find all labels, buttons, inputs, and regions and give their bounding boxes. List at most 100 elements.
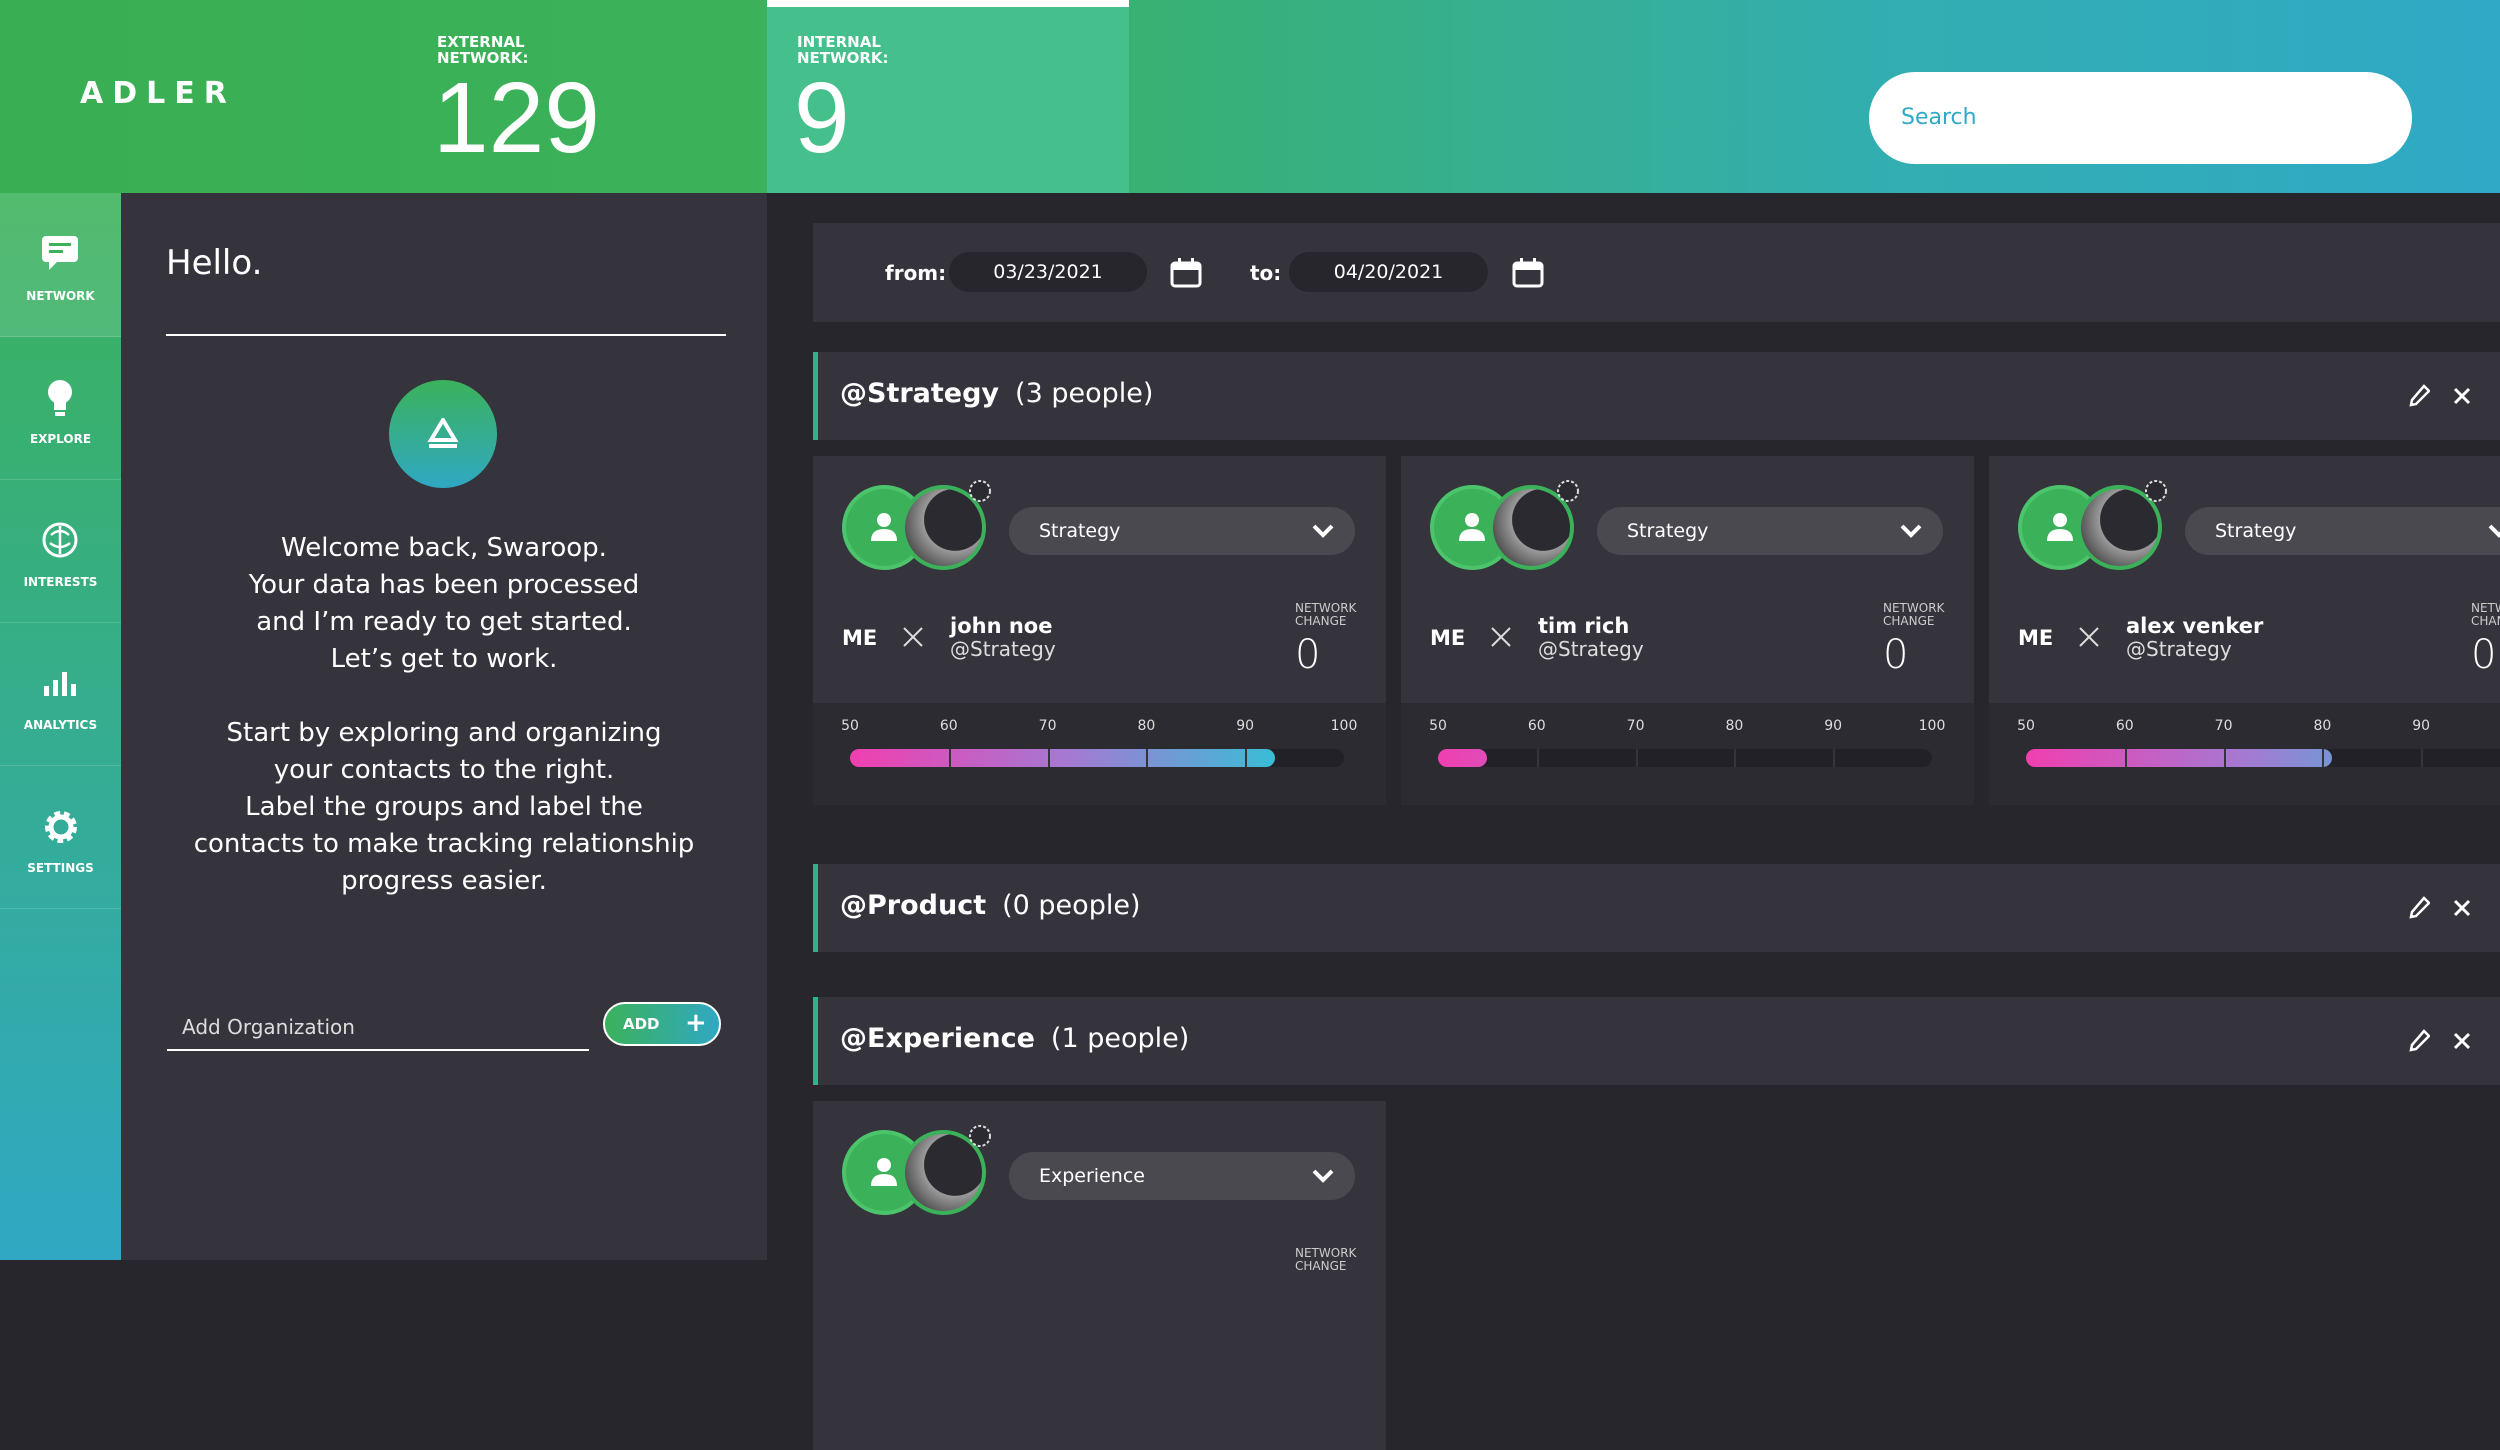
scale-divider (1734, 749, 1737, 767)
nav-item[interactable]: SETTINGS (0, 765, 121, 909)
text-line: Let’s get to work. (330, 644, 558, 674)
scale-tick-label: 90 (2412, 718, 2431, 734)
tag-label: Experience (1039, 1165, 1145, 1187)
internal-tile[interactable]: INTERNAL NETWORK: 9 (767, 0, 1129, 193)
change-value: 0.6 (2471, 632, 2500, 678)
org-placeholder: Add Organization (182, 1015, 355, 1039)
change-value: 0 (1883, 632, 1909, 678)
nav-label: SETTINGS (27, 861, 94, 875)
scale-tick-label: 90 (1236, 718, 1255, 734)
score-fill (850, 749, 1275, 767)
cross-icon (1490, 626, 1512, 652)
scale-divider (2421, 749, 2424, 767)
change-label: NETWORK CHANGE (2471, 601, 2500, 628)
group-name: @Experience (840, 1023, 1035, 1054)
nav-item[interactable]: NETWORK (0, 193, 121, 337)
tag-dropdown[interactable]: Strategy (2185, 507, 2500, 555)
tag-dropdown[interactable]: Strategy (1597, 507, 1943, 555)
text-line: contacts to make tracking relationship (193, 829, 695, 859)
scale-tick-label: 100 (1918, 718, 1946, 734)
group-title: @Strategy (3 people) (840, 378, 1153, 409)
nav-label: INTERESTS (23, 575, 98, 589)
group-title: @Experience (1 people) (840, 1023, 1189, 1054)
nav-label: ANALYTICS (23, 718, 98, 732)
text-line: Welcome back, Swaroop. (281, 533, 607, 563)
text-line: Label the groups and label the (245, 792, 643, 822)
scale-tick-label: 80 (1725, 718, 1744, 734)
scale-divider (2223, 749, 2226, 767)
calendar-icon[interactable] (1170, 258, 1202, 288)
scale-tick-label: 50 (2017, 718, 2035, 734)
avatar-logo (389, 380, 497, 488)
avatar-contact (901, 485, 986, 570)
edit-icon[interactable] (2408, 896, 2431, 924)
cross-icon (2078, 626, 2100, 652)
text-line: Your data has been processed (248, 570, 640, 600)
avatar-contact (2077, 485, 2162, 570)
chevron-icon (1311, 523, 1335, 543)
change-label: NETWORK CHANGE (1295, 601, 1357, 628)
text-line: Start by exploring and organizing (226, 718, 662, 748)
scale-divider (1635, 749, 1638, 767)
me-label: ME (842, 626, 878, 650)
badge-icon (2141, 476, 2171, 510)
add-button[interactable]: ADD + (603, 1002, 721, 1046)
divider (166, 334, 726, 336)
contact-name: tim rich (1538, 614, 1630, 638)
scale-tick-label: 80 (2313, 718, 2332, 734)
contact-card: Strategy ME tim rich @Strategy NETWORK CHANG… (1401, 456, 1974, 805)
nav-item[interactable]: ANALYTICS (0, 622, 121, 766)
from-date[interactable]: 03/23/2021 (949, 252, 1147, 292)
scale-divider (1536, 749, 1539, 767)
external-label: EXTERNAL NETWORK: (437, 33, 529, 67)
score-fill (2026, 749, 2333, 767)
contact-card: Strategy ME alex venker@Strategy NETWORK CH… (1989, 456, 2500, 805)
person-icon (1455, 509, 1489, 547)
text-line: your contacts to the right. (273, 755, 615, 785)
chevron-icon (1311, 1168, 1335, 1188)
scale-tick-label: 60 (1527, 718, 1546, 734)
badge-icon (965, 1121, 995, 1155)
date-filter: from: 03/23/2021 to: 04/20/2021 (813, 223, 2500, 322)
scale-divider (1146, 749, 1149, 767)
close-icon[interactable] (2452, 1031, 2472, 1055)
logo[interactable]: ADLER (80, 76, 236, 111)
score-track (1438, 749, 1932, 767)
to-date[interactable]: 04/20/2021 (1289, 252, 1488, 292)
close-icon[interactable] (2452, 386, 2472, 410)
scale-divider (1245, 749, 1248, 767)
scale-tick-label: 80 (1137, 718, 1156, 734)
tag-dropdown[interactable]: Strategy (1009, 507, 1355, 555)
score-fill (1438, 749, 1488, 767)
tag-dropdown[interactable]: Experience (1009, 1152, 1355, 1200)
scale-divider (1833, 749, 1836, 767)
group-count: (1 people) (1050, 1023, 1190, 1054)
tag-label: Strategy (1627, 520, 1709, 542)
me-label: ME (2018, 626, 2054, 650)
tag-label: Strategy (2215, 520, 2297, 542)
scale-divider (2322, 749, 2325, 767)
to-label: to: (1250, 261, 1282, 285)
edit-icon[interactable] (2408, 384, 2431, 412)
scale-divider (2124, 749, 2127, 767)
contact-handle: @Strategy (950, 637, 1056, 661)
search-box[interactable]: Search (1869, 72, 2412, 164)
org-input[interactable]: Add Organization (167, 1003, 589, 1051)
change-value: 0 (1295, 632, 1321, 678)
group-count: (3 people) (1015, 378, 1154, 409)
badge-icon (965, 476, 995, 510)
calendar-icon[interactable] (1512, 258, 1544, 288)
nav-item[interactable]: EXPLORE (0, 336, 121, 480)
nav-item[interactable]: INTERESTS (0, 479, 121, 623)
nav-icon (41, 378, 79, 421)
internal-label: INTERNAL NETWORK: (797, 33, 889, 67)
external-value: 129 (433, 62, 600, 174)
edit-icon[interactable] (2408, 1029, 2431, 1057)
from-label: from: (885, 261, 947, 285)
scale-tick-label: 50 (1429, 718, 1447, 734)
logo-icon (427, 418, 459, 448)
add-label: ADD (623, 1015, 660, 1033)
close-icon[interactable] (2452, 898, 2472, 922)
group-count: (0 people) (1002, 890, 1141, 921)
